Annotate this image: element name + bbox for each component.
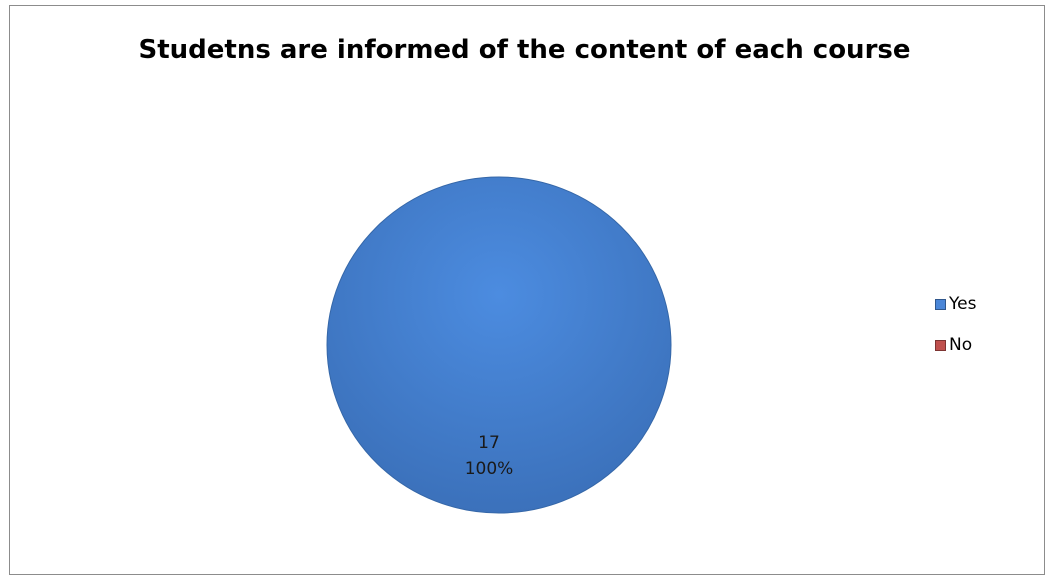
legend-item-no: No (935, 335, 976, 355)
chart-title: Studetns are informed of the content of … (138, 35, 911, 65)
legend-swatch-no (935, 339, 946, 351)
legend-swatch-yes (935, 298, 946, 310)
pie-slices (326, 176, 672, 514)
data-labels: 17 100% (465, 433, 514, 479)
legend-label-yes: Yes (949, 294, 977, 314)
legend: Yes No (935, 294, 976, 376)
legend-item-yes: Yes (935, 294, 976, 314)
pie-slice-yes (326, 176, 672, 514)
data-label-value-yes: 17 (478, 433, 500, 453)
data-label-percent-yes: 100% (465, 459, 514, 479)
legend-label-no: No (949, 335, 973, 355)
